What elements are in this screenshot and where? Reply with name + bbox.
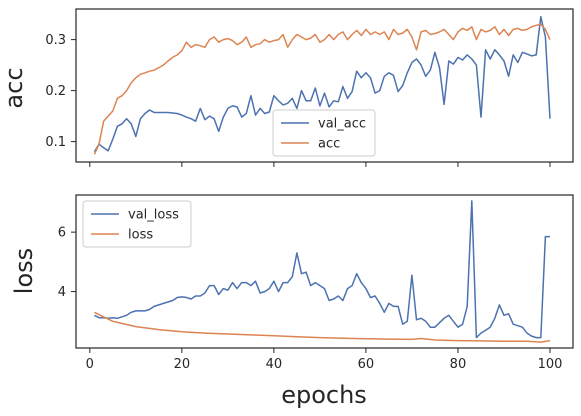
y-tick-label-0-0: 0.1 bbox=[45, 135, 66, 150]
axes-frame-1 bbox=[75, 194, 574, 349]
legend-box-0 bbox=[272, 109, 376, 157]
x-tick-label-1-5: 100 bbox=[538, 357, 563, 372]
x-tick-label-1-2: 40 bbox=[266, 357, 283, 372]
acc-line bbox=[93, 23, 551, 155]
legend-label-val_acc: val_acc bbox=[318, 117, 366, 132]
y-tick-label-1-0: 4 bbox=[58, 285, 66, 300]
x-tick-label-1-3: 60 bbox=[358, 357, 375, 372]
axes-frame-0 bbox=[75, 8, 574, 163]
y-tick-label-0-1: 0.2 bbox=[45, 84, 66, 99]
x-tick-label-1-1: 20 bbox=[174, 357, 191, 372]
val_loss-line bbox=[94, 200, 550, 339]
loss-line bbox=[94, 311, 551, 343]
y-tick-label-1-1: 6 bbox=[58, 226, 66, 241]
legend-label-val_loss: val_loss bbox=[128, 208, 179, 223]
loss-ylabel: loss bbox=[10, 248, 38, 294]
legend-label-loss: loss bbox=[128, 228, 153, 243]
legend-box-1 bbox=[82, 200, 192, 248]
x-tick-label-1-4: 80 bbox=[450, 357, 467, 372]
acc-ylabel: acc bbox=[0, 67, 28, 108]
epochs-xlabel: epochs bbox=[281, 381, 367, 409]
legend-label-acc: acc bbox=[318, 137, 340, 152]
val_acc-line bbox=[93, 15, 551, 153]
x-tick-label-1-0: 0 bbox=[86, 357, 94, 372]
y-tick-label-0-2: 0.3 bbox=[45, 33, 66, 48]
